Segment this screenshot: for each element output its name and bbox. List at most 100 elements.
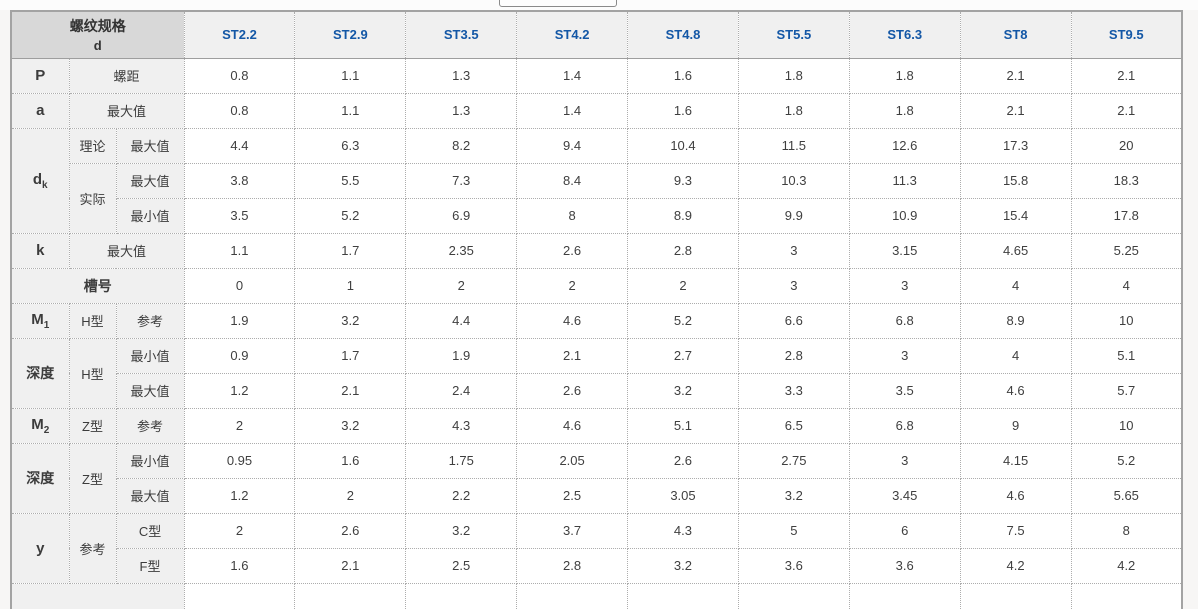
value-cell: 10.4: [627, 127, 739, 164]
value-cell: 4.6: [516, 302, 629, 339]
value-cell: 1.7: [294, 232, 407, 269]
table-row: P 螺距 0.8 1.1 1.3 1.4 1.6 1.8 1.8 2.1 2.1: [10, 57, 1183, 94]
value-cell: 0.95: [183, 442, 296, 479]
header-corner: 螺纹规格 d: [10, 10, 185, 59]
value-cell: 1.1: [294, 92, 407, 129]
value-cell: 3: [848, 442, 961, 479]
value-cell: 4.2: [1070, 547, 1183, 584]
value-cell: 1.8: [848, 57, 961, 94]
value-cell: 1.8: [737, 57, 850, 94]
value-cell: 1.6: [294, 442, 407, 479]
value-cell: 2.8: [737, 337, 850, 374]
value-cell: 12.6: [848, 127, 961, 164]
value-cell: 6: [848, 512, 961, 549]
value-cell: [737, 582, 850, 609]
value-cell: 8.9: [959, 302, 1072, 339]
value-cell: 0.8: [183, 92, 296, 129]
value-cell: 3.7: [516, 512, 629, 549]
table-row: 最大值 1.2 2.1 2.4 2.6 3.2 3.3 3.5 4.6 5.7: [11, 372, 1183, 409]
table-row: M1 H型 参考 1.9 3.2 4.4 4.6 5.2 6.6 6.8 8.9 10: [10, 302, 1183, 339]
value-cell: 9.4: [516, 127, 629, 164]
row-label: Z型: [68, 407, 117, 444]
value-cell: 0: [183, 267, 296, 304]
value-cell: 4: [959, 337, 1072, 374]
value-cell: 3.05: [627, 477, 739, 514]
value-cell: [294, 582, 407, 609]
value-cell: 2.2: [405, 477, 518, 514]
value-cell: 2.1: [294, 547, 407, 584]
value-cell: 4.15: [959, 442, 1072, 479]
row-label: k: [10, 232, 70, 269]
header-row: 螺纹规格 d ST2.2 ST2.9 ST3.5 ST4.2 ST4.8 ST5.5 ST6…: [10, 10, 1183, 59]
row-label: [10, 582, 185, 609]
table-row: k 最大值 1.1 1.7 2.35 2.6 2.8 3 3.15 4.65 5.25: [10, 232, 1183, 269]
value-cell: 2.6: [516, 372, 629, 409]
value-cell: 5.1: [627, 407, 739, 444]
value-cell: 2.1: [294, 372, 407, 409]
value-cell: 5.2: [1070, 442, 1183, 479]
value-cell: 1.3: [405, 92, 518, 129]
value-cell: 2: [516, 267, 629, 304]
value-cell: 5.25: [1070, 232, 1183, 269]
value-cell: 1.6: [183, 547, 296, 584]
partial-top-button[interactable]: [499, 0, 617, 7]
value-cell: 0.9: [183, 337, 296, 374]
value-cell: [516, 582, 629, 609]
value-cell: 7.3: [405, 162, 518, 199]
value-cell: 4: [959, 267, 1072, 304]
value-cell: 2.1: [516, 337, 629, 374]
value-cell: 3: [737, 232, 850, 269]
column-header: ST8: [959, 10, 1072, 59]
row-label: Z型: [68, 442, 117, 514]
value-cell: 4.3: [405, 407, 518, 444]
value-cell: 5.65: [1070, 477, 1183, 514]
value-cell: 0.8: [183, 57, 296, 94]
value-cell: 6.5: [737, 407, 850, 444]
value-cell: 3.2: [627, 372, 739, 409]
column-header: ST2.2: [183, 10, 296, 59]
value-cell: 2.6: [627, 442, 739, 479]
value-cell: 18.3: [1070, 162, 1183, 199]
value-cell: 4.6: [516, 407, 629, 444]
row-label: 实际: [68, 162, 117, 234]
spec-table-body: P 螺距 0.8 1.1 1.3 1.4 1.6 1.8 1.8 2.1 2.1 a 最大值 0.8 1.1…: [10, 57, 1183, 609]
value-cell: 2.1: [959, 57, 1072, 94]
row-label: 槽号: [10, 267, 185, 304]
table-row: a 最大值 0.8 1.1 1.3 1.4 1.6 1.8 1.8 2.1 2.1: [10, 92, 1183, 129]
value-cell: [627, 582, 739, 609]
spec-table: 螺纹规格 d ST2.2 ST2.9 ST3.5 ST4.2 ST4.8 ST5.5 ST6…: [10, 10, 1183, 609]
value-cell: 1.2: [183, 477, 296, 514]
value-cell: 1.1: [183, 232, 296, 269]
table-row: 最小值 3.5 5.2 6.9 8 8.9 9.9 10.9 15.4 17.8: [11, 197, 1183, 234]
value-cell: 1.8: [737, 92, 850, 129]
value-cell: 5.2: [294, 197, 407, 234]
value-cell: 4.6: [959, 477, 1072, 514]
value-cell: 3: [848, 267, 961, 304]
value-cell: [1070, 582, 1183, 609]
value-cell: 3.2: [737, 477, 850, 514]
column-header: ST4.8: [627, 10, 739, 59]
value-cell: [183, 582, 296, 609]
value-cell: 4.6: [959, 372, 1072, 409]
value-cell: 1.9: [405, 337, 518, 374]
value-cell: 1.8: [848, 92, 961, 129]
row-label: 参考: [68, 512, 117, 584]
table-row: 槽号 0 1 2 2 2 3 3 4 4: [10, 267, 1183, 304]
value-cell: 3.2: [294, 407, 407, 444]
row-label: 螺距: [68, 57, 185, 94]
value-cell: 5.5: [294, 162, 407, 199]
row-label: 最大值: [115, 372, 185, 409]
row-label: 参考: [115, 302, 185, 339]
value-cell: 3.2: [294, 302, 407, 339]
value-cell: 2.7: [627, 337, 739, 374]
column-header: ST5.5: [737, 10, 850, 59]
value-cell: 3: [848, 337, 961, 374]
row-label: 最大值: [115, 127, 185, 164]
row-label: P: [10, 57, 70, 94]
value-cell: [959, 582, 1072, 609]
value-cell: 9.9: [737, 197, 850, 234]
value-cell: 2: [627, 267, 739, 304]
value-cell: 3.8: [183, 162, 296, 199]
value-cell: 3.6: [848, 547, 961, 584]
value-cell: 4.4: [405, 302, 518, 339]
